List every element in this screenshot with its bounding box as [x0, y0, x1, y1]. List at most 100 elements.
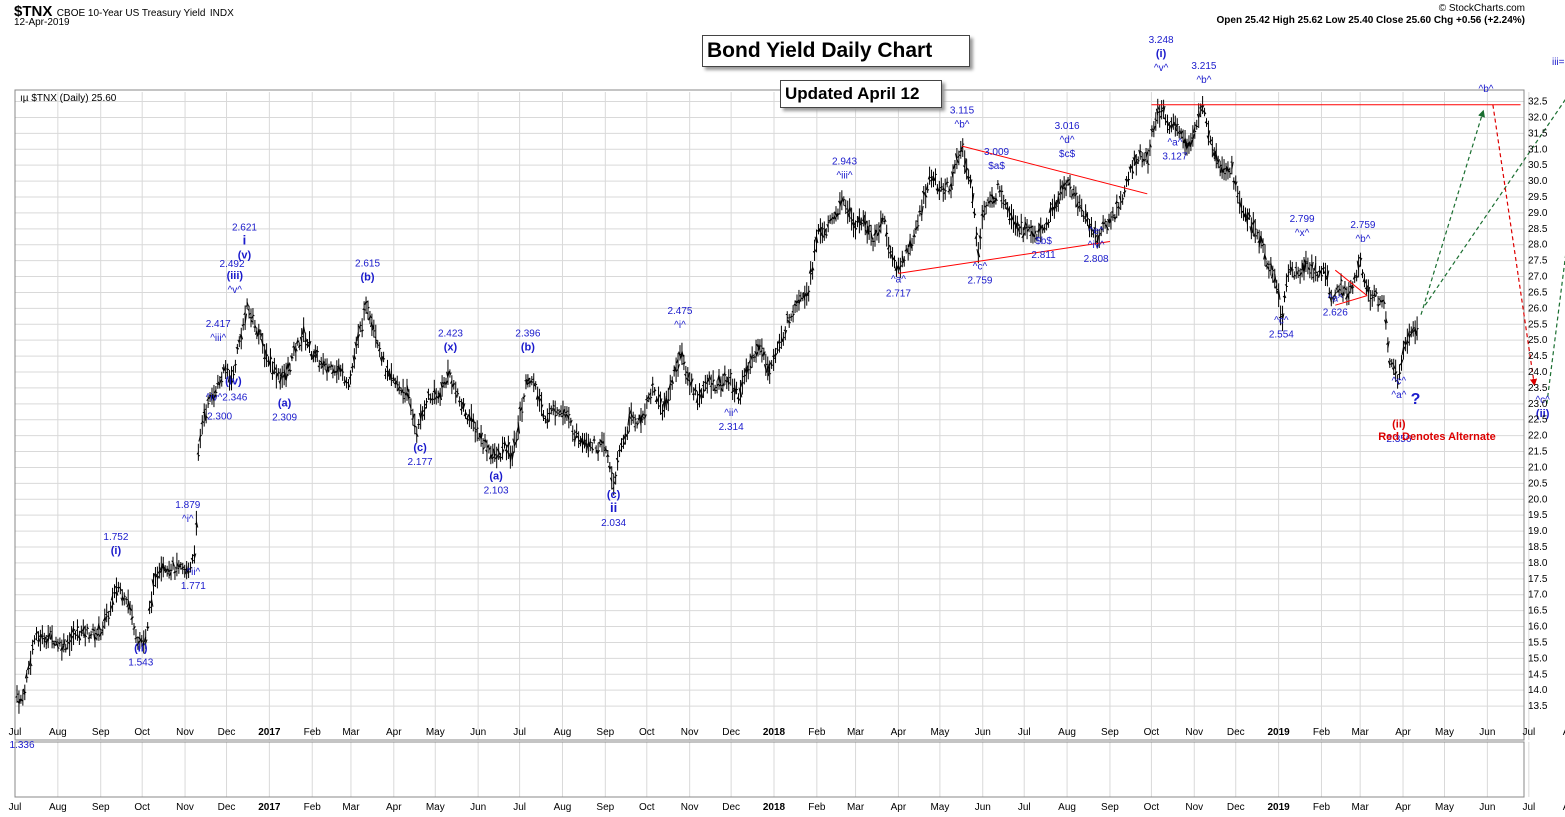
open-tick	[1204, 120, 1207, 124]
close-tick	[1367, 286, 1371, 294]
close-tick	[43, 636, 47, 642]
close-tick	[254, 325, 257, 329]
open-tick	[705, 387, 708, 389]
close-tick	[911, 244, 914, 247]
close-tick	[1397, 380, 1400, 385]
open-tick	[371, 324, 375, 331]
open-tick	[808, 269, 812, 274]
open-tick	[173, 571, 176, 574]
close-tick	[866, 228, 870, 235]
close-tick	[131, 616, 134, 619]
open-tick	[1265, 264, 1268, 268]
open-tick	[721, 384, 724, 387]
open-tick	[1403, 341, 1406, 346]
open-tick	[678, 351, 681, 357]
open-tick	[836, 213, 839, 217]
close-tick	[962, 143, 965, 145]
close-tick	[316, 350, 320, 353]
close-tick	[738, 397, 741, 401]
wave-label: ^b^	[955, 120, 970, 131]
close-tick	[1024, 221, 1028, 226]
wave-label: i	[243, 233, 247, 248]
open-tick	[469, 417, 472, 421]
close-tick	[972, 193, 975, 203]
open-tick	[143, 636, 147, 643]
close-tick	[16, 693, 19, 695]
open-tick	[1013, 222, 1016, 225]
close-tick	[75, 634, 78, 637]
wave-label: $b$	[1035, 236, 1052, 247]
open-tick	[465, 417, 468, 421]
y-tick-label: 23.5	[1528, 383, 1548, 394]
open-tick	[929, 179, 932, 182]
close-tick	[558, 413, 561, 416]
close-tick	[970, 179, 973, 185]
close-tick	[127, 600, 131, 607]
open-tick	[996, 183, 999, 186]
open-tick	[707, 377, 710, 382]
open-tick	[1317, 270, 1320, 273]
close-tick	[1235, 181, 1238, 186]
open-tick	[662, 401, 665, 409]
open-tick	[409, 403, 412, 409]
close-tick	[422, 414, 425, 417]
x-tick-label: Oct	[134, 802, 150, 813]
x-tick-label: Feb	[1313, 802, 1331, 813]
close-tick	[1209, 139, 1213, 142]
open-tick	[490, 453, 494, 457]
close-tick	[129, 607, 132, 611]
open-tick	[436, 396, 439, 399]
close-tick	[1155, 119, 1158, 122]
wave-label: ^c^	[973, 262, 988, 273]
open-tick	[270, 372, 273, 375]
open-tick	[1122, 192, 1125, 195]
open-tick	[736, 396, 739, 400]
close-tick	[431, 398, 435, 401]
close-tick	[644, 414, 647, 419]
open-tick	[401, 388, 404, 393]
open-tick	[280, 371, 283, 377]
alternate-wave-label: (ii)	[1392, 419, 1406, 431]
close-tick	[65, 647, 68, 651]
open-tick	[243, 312, 246, 316]
open-tick	[715, 386, 718, 389]
close-tick	[133, 626, 136, 630]
close-tick	[363, 308, 366, 311]
wave-label: (i)	[111, 545, 122, 557]
close-tick	[619, 449, 622, 452]
open-tick	[48, 634, 51, 637]
x-tick-label: Oct	[639, 727, 655, 738]
close-tick	[361, 329, 364, 332]
close-tick	[472, 418, 476, 424]
open-tick	[783, 329, 786, 332]
close-tick	[285, 373, 288, 381]
close-tick	[796, 301, 799, 304]
open-tick	[256, 329, 260, 337]
close-tick	[744, 374, 747, 377]
close-tick	[447, 370, 450, 377]
close-tick	[295, 347, 298, 352]
close-tick	[443, 381, 446, 384]
open-tick	[231, 369, 234, 373]
open-tick	[341, 369, 343, 371]
close-tick	[369, 314, 372, 319]
open-tick	[520, 406, 523, 411]
open-tick	[832, 216, 835, 220]
open-tick	[1387, 360, 1391, 366]
close-tick	[634, 418, 637, 420]
close-tick	[439, 392, 443, 401]
close-tick	[628, 415, 632, 419]
wave-label: 3.009	[984, 147, 1009, 158]
open-tick	[1337, 289, 1340, 293]
close-tick	[921, 205, 924, 215]
open-tick	[381, 356, 385, 359]
close-tick	[496, 454, 499, 460]
open-tick	[1239, 204, 1242, 207]
y-tick-label: 32.0	[1528, 112, 1548, 123]
y-tick-label: 28.0	[1528, 240, 1548, 251]
open-tick	[984, 205, 987, 208]
close-tick	[287, 362, 290, 370]
open-tick	[1319, 270, 1323, 276]
open-tick	[1364, 287, 1367, 290]
close-tick	[1021, 221, 1023, 224]
